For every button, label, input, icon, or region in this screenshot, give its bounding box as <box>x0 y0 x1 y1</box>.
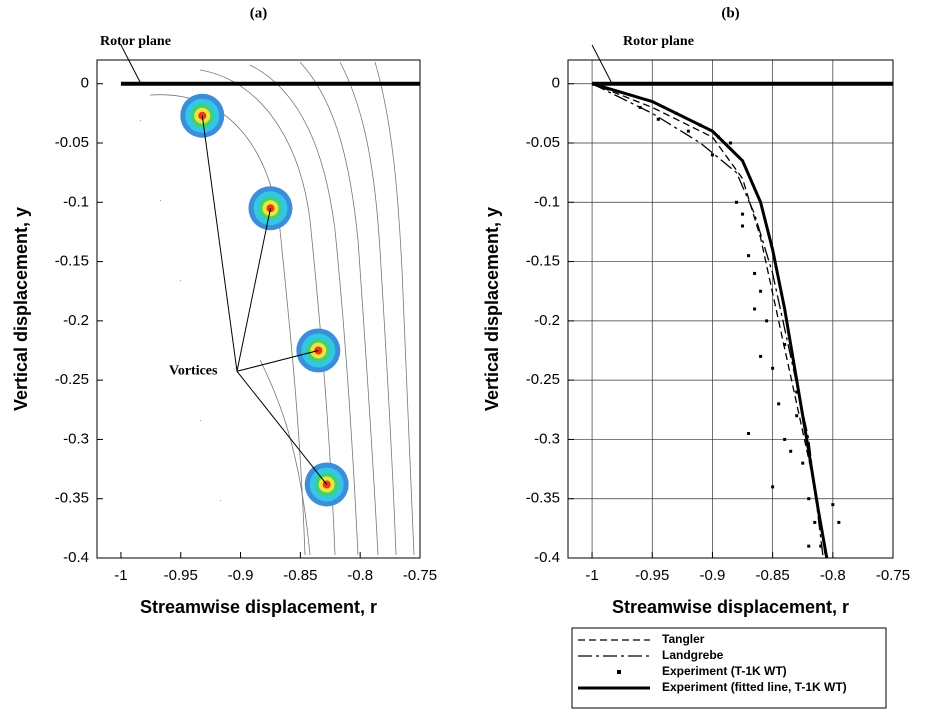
x-tick-label: -0.85 <box>283 567 317 584</box>
y-tick-label: -0.1 <box>63 193 89 210</box>
y-tick-label: -0.3 <box>63 430 89 447</box>
data-point <box>639 106 642 109</box>
data-point <box>765 319 768 322</box>
annotation: Rotor plane <box>623 34 694 49</box>
y-tick-label: -0.4 <box>534 549 560 566</box>
y-tick-label: -0.2 <box>534 312 560 329</box>
legend-label: Landgrebe <box>662 648 724 662</box>
data-point <box>741 213 744 216</box>
plot-frame <box>97 60 420 558</box>
y-axis-label: Vertical displacement, y <box>11 207 31 411</box>
x-axis-label: Streamwise displacement, r <box>140 597 377 617</box>
data-point <box>759 290 762 293</box>
data-point <box>837 521 840 524</box>
data-point <box>747 432 750 435</box>
x-tick-label: -0.9 <box>228 567 254 584</box>
y-tick-label: -0.35 <box>55 490 89 507</box>
data-point <box>807 545 810 548</box>
annotation-leader <box>592 45 612 84</box>
legend-label: Experiment (T-1K WT) <box>662 664 787 678</box>
y-axis-label: Vertical displacement, y <box>482 207 502 411</box>
legend-label: Tangler <box>662 632 705 646</box>
x-tick-label: -0.9 <box>700 567 726 584</box>
data-point <box>783 438 786 441</box>
y-tick-label: -0.35 <box>526 490 560 507</box>
annotation-leader <box>237 208 270 371</box>
y-tick-label: 0 <box>552 75 560 92</box>
data-point <box>813 521 816 524</box>
streamlines <box>150 62 414 555</box>
data-point <box>831 503 834 506</box>
data-point <box>729 142 732 145</box>
x-tick-label: -0.8 <box>347 567 373 584</box>
annotation-leader <box>121 45 141 84</box>
data-point <box>819 545 822 548</box>
data-point <box>807 497 810 500</box>
y-tick-label: -0.05 <box>55 134 89 151</box>
x-tick-label: -0.95 <box>635 567 669 584</box>
data-point <box>687 130 690 133</box>
annotation: Rotor plane <box>100 34 171 49</box>
legend-swatch <box>617 670 621 674</box>
plot-frame <box>568 60 893 558</box>
x-tick-label: -0.8 <box>820 567 846 584</box>
figure: (a) Streamwise displacement, r Vertical di… <box>0 0 926 714</box>
data-point <box>801 462 804 465</box>
chart-title: (a) <box>250 5 268 21</box>
y-tick-label: -0.25 <box>526 371 560 388</box>
x-tick-label: -0.95 <box>164 567 198 584</box>
legend-label: Experiment (fitted line, T-1K WT) <box>662 680 847 694</box>
data-point <box>771 485 774 488</box>
data-point <box>735 201 738 204</box>
data-point <box>795 414 798 417</box>
data-point <box>753 272 756 275</box>
y-tick-label: -0.1 <box>534 193 560 210</box>
y-tick-label: -0.05 <box>526 134 560 151</box>
y-tick-label: -0.15 <box>526 253 560 270</box>
x-tick-label: -0.85 <box>756 567 790 584</box>
y-tick-label: 0 <box>81 75 89 92</box>
x-tick-label: -1 <box>585 567 598 584</box>
x-tick-label: -0.75 <box>403 567 437 584</box>
data-point <box>759 355 762 358</box>
annotation: Vortices <box>169 364 218 379</box>
data-point <box>747 254 750 257</box>
data-point <box>789 450 792 453</box>
data-point <box>771 367 774 370</box>
x-tick-label: -1 <box>114 567 127 584</box>
y-tick-label: -0.15 <box>55 253 89 270</box>
x-axis-label: Streamwise displacement, r <box>612 597 849 617</box>
x-tick-label: -0.75 <box>876 567 910 584</box>
y-tick-label: -0.2 <box>63 312 89 329</box>
data-point <box>741 225 744 228</box>
data-point <box>657 118 660 121</box>
data-point <box>783 343 786 346</box>
vector-dots <box>140 120 221 501</box>
y-tick-label: -0.3 <box>534 430 560 447</box>
annotation-leader <box>202 116 237 372</box>
data-point <box>711 153 714 156</box>
y-tick-label: -0.25 <box>55 371 89 388</box>
y-tick-label: -0.4 <box>63 549 89 566</box>
annotation-leader <box>237 371 327 484</box>
data-point <box>777 402 780 405</box>
data-point <box>753 308 756 311</box>
chart-title: (b) <box>721 5 739 21</box>
